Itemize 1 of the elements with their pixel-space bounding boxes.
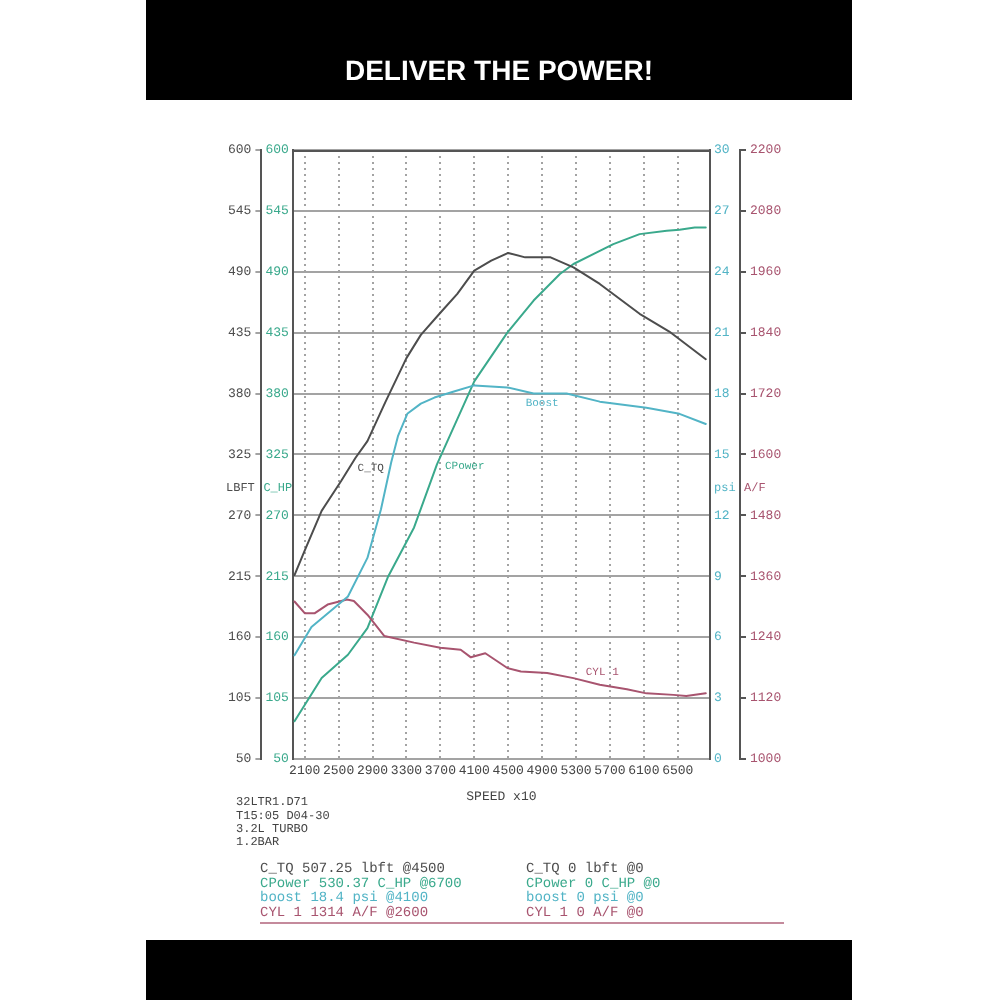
- chart-title: DELIVER THE POWER!: [342, 54, 655, 86]
